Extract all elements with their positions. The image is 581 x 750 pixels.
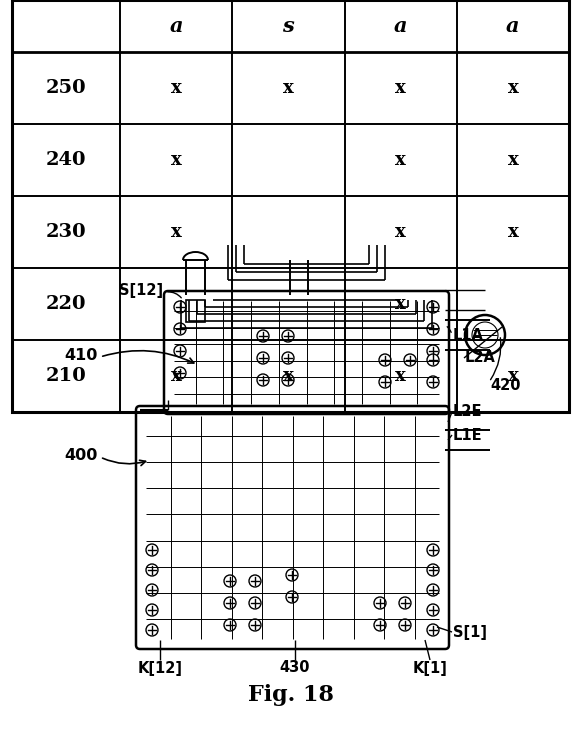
Circle shape [374,619,386,631]
Bar [186,300,205,322]
Circle shape [427,345,439,357]
Circle shape [257,330,269,342]
Text: 210: 210 [46,367,87,385]
Text: a: a [506,16,519,36]
Text: K[1]: K[1] [413,661,447,676]
Text: x: x [507,151,518,169]
Circle shape [399,619,411,631]
Text: L1A: L1A [453,328,484,343]
Circle shape [224,619,236,631]
Text: K[12]: K[12] [138,661,182,676]
Circle shape [146,624,158,636]
Text: 410: 410 [64,347,98,362]
Circle shape [174,345,186,357]
Text: a: a [170,16,183,36]
Circle shape [286,591,298,603]
Text: L1E: L1E [453,427,483,442]
Circle shape [286,569,298,581]
Text: x: x [395,223,406,241]
Text: S[1]: S[1] [453,625,487,640]
Circle shape [427,544,439,556]
Text: 220: 220 [46,295,86,313]
Circle shape [282,374,294,386]
Circle shape [282,330,294,342]
Text: 430: 430 [279,661,310,676]
Text: Fig. 18: Fig. 18 [248,684,334,706]
Text: 420: 420 [490,377,521,392]
Circle shape [427,624,439,636]
Text: 240: 240 [46,151,86,169]
Circle shape [224,575,236,587]
Text: x: x [507,223,518,241]
Text: L2E: L2E [453,404,482,419]
Circle shape [249,575,261,587]
Text: x: x [171,151,181,169]
Text: x: x [395,151,406,169]
Circle shape [146,584,158,596]
Circle shape [257,352,269,364]
Text: x: x [171,79,181,97]
Circle shape [465,315,505,355]
Text: x: x [171,223,181,241]
Text: x: x [395,79,406,97]
Circle shape [174,367,186,379]
Circle shape [257,374,269,386]
Circle shape [427,376,439,388]
Text: S[12]: S[12] [119,284,163,298]
Text: x: x [283,367,294,385]
Circle shape [146,544,158,556]
Circle shape [427,604,439,616]
Circle shape [399,597,411,609]
Circle shape [427,301,439,313]
Circle shape [427,564,439,576]
Circle shape [146,604,158,616]
Circle shape [374,597,386,609]
Text: x: x [395,367,406,385]
Circle shape [249,597,261,609]
Circle shape [379,376,391,388]
Circle shape [404,354,416,366]
Circle shape [174,301,186,313]
Text: x: x [507,367,518,385]
Text: 230: 230 [46,223,87,241]
Circle shape [379,354,391,366]
Text: x: x [395,295,406,313]
Text: 400: 400 [64,448,98,463]
Circle shape [427,584,439,596]
Text: s: s [282,16,294,36]
Circle shape [146,564,158,576]
Text: x: x [507,79,518,97]
Circle shape [427,354,439,366]
Circle shape [224,597,236,609]
Circle shape [249,619,261,631]
Circle shape [282,352,294,364]
Text: x: x [171,367,181,385]
Circle shape [174,323,186,335]
Circle shape [427,323,439,335]
Text: L2A: L2A [465,350,496,365]
Text: x: x [283,79,294,97]
Text: 250: 250 [46,79,87,97]
Bar [12,0,569,412]
Text: a: a [394,16,407,36]
